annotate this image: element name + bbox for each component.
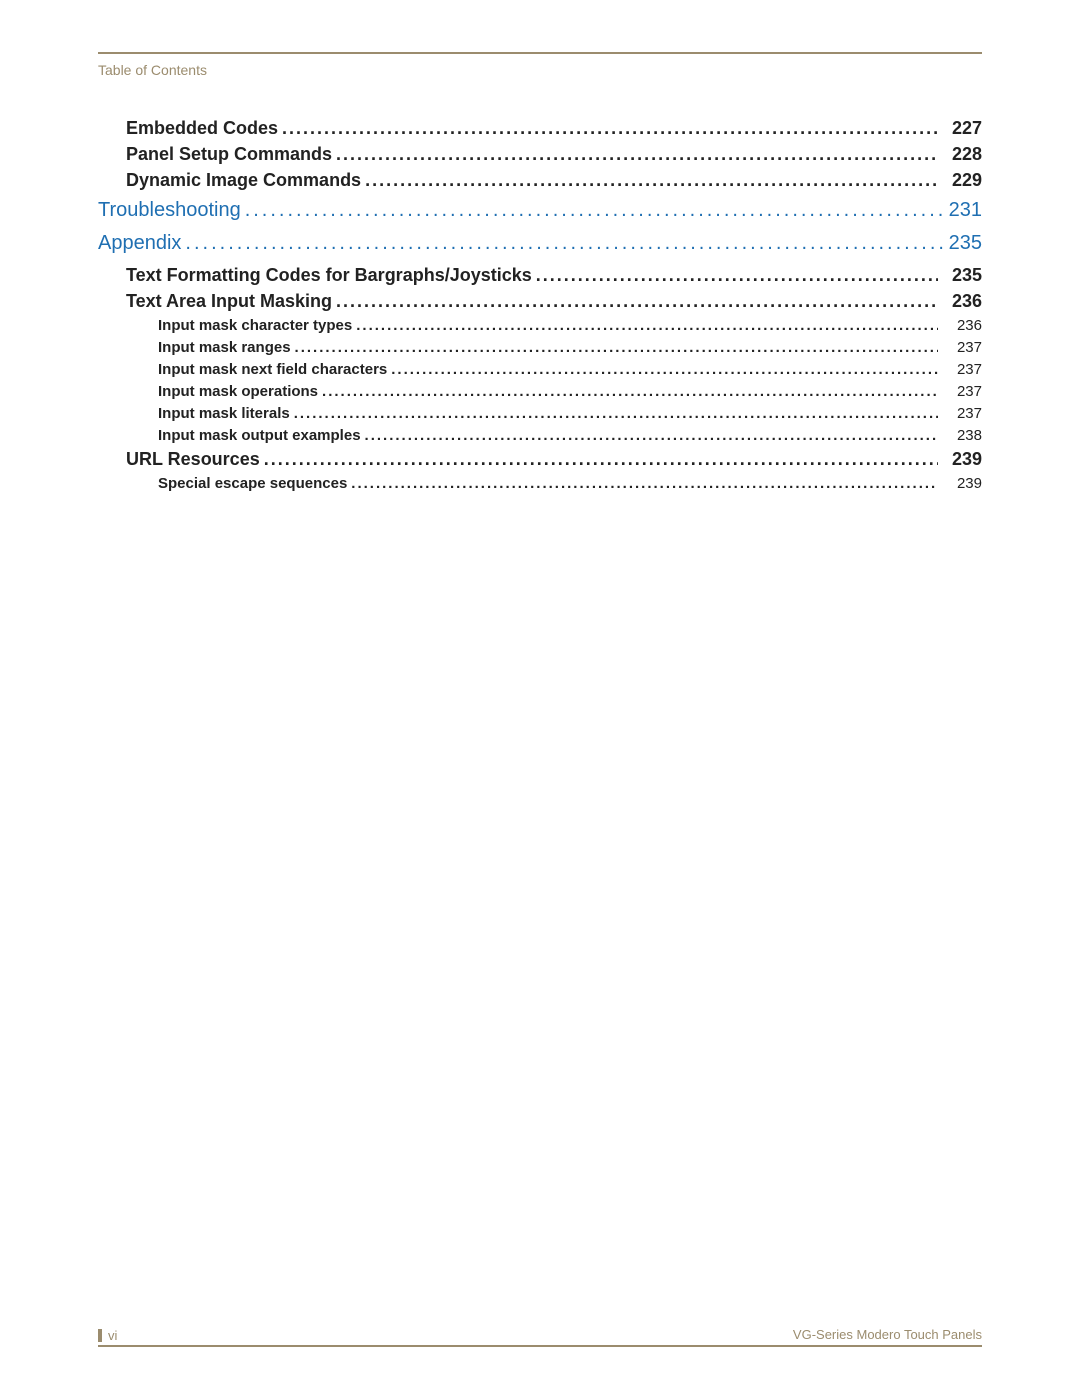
toc-leader bbox=[391, 361, 938, 378]
toc-entry[interactable]: Panel Setup Commands 228 bbox=[126, 144, 982, 165]
toc-entry[interactable]: Dynamic Image Commands 229 bbox=[126, 170, 982, 191]
toc-entry[interactable]: Input mask next field characters 237 bbox=[158, 361, 982, 378]
toc-entry[interactable]: Input mask ranges 237 bbox=[158, 339, 982, 356]
header-label: Table of Contents bbox=[98, 62, 982, 78]
toc-page: 231 bbox=[949, 199, 982, 222]
toc-title: Input mask output examples bbox=[158, 427, 361, 444]
toc-title: Embedded Codes bbox=[126, 118, 278, 139]
toc-page: 228 bbox=[942, 144, 982, 165]
toc-title: Appendix bbox=[98, 232, 181, 255]
toc-section-link[interactable]: Troubleshooting 231 bbox=[98, 199, 982, 222]
toc-entry[interactable]: Special escape sequences 239 bbox=[158, 475, 982, 492]
toc-leader bbox=[322, 383, 938, 400]
toc-leader bbox=[365, 170, 938, 191]
bottom-rule bbox=[98, 1345, 982, 1347]
toc-entry[interactable]: Text Area Input Masking 236 bbox=[126, 291, 982, 312]
footer-doc-title: VG-Series Modero Touch Panels bbox=[793, 1327, 982, 1342]
toc-page: 235 bbox=[949, 232, 982, 255]
toc-leader bbox=[336, 144, 938, 165]
toc-section-link[interactable]: Appendix 235 bbox=[98, 232, 982, 255]
toc-page: 237 bbox=[942, 361, 982, 378]
toc-entry[interactable]: Input mask operations 237 bbox=[158, 383, 982, 400]
toc-entry[interactable]: URL Resources 239 bbox=[126, 449, 982, 470]
footer-page-number: vi bbox=[98, 1329, 117, 1342]
toc-leader bbox=[245, 199, 945, 222]
toc-leader bbox=[294, 405, 938, 422]
top-rule bbox=[98, 52, 982, 54]
toc-title: Dynamic Image Commands bbox=[126, 170, 361, 191]
toc-page: 237 bbox=[942, 339, 982, 356]
toc-title: Input mask literals bbox=[158, 405, 290, 422]
toc-page: 238 bbox=[942, 427, 982, 444]
toc-page: 235 bbox=[942, 265, 982, 286]
toc-leader bbox=[295, 339, 938, 356]
toc-entry[interactable]: Input mask output examples 238 bbox=[158, 427, 982, 444]
page-container: Table of Contents Embedded Codes 227 Pan… bbox=[0, 0, 1080, 1397]
toc-entry[interactable]: Text Formatting Codes for Bargraphs/Joys… bbox=[126, 265, 982, 286]
toc-leader bbox=[351, 475, 938, 492]
toc-page: 227 bbox=[942, 118, 982, 139]
toc-title: Troubleshooting bbox=[98, 199, 241, 222]
toc-title: Input mask ranges bbox=[158, 339, 291, 356]
table-of-contents: Embedded Codes 227 Panel Setup Commands … bbox=[98, 118, 982, 492]
toc-entry[interactable]: Input mask literals 237 bbox=[158, 405, 982, 422]
toc-leader bbox=[356, 317, 938, 334]
toc-leader bbox=[336, 291, 938, 312]
toc-leader bbox=[185, 232, 944, 255]
toc-leader bbox=[536, 265, 938, 286]
toc-title: URL Resources bbox=[126, 449, 260, 470]
toc-leader bbox=[365, 427, 938, 444]
toc-title: Text Area Input Masking bbox=[126, 291, 332, 312]
toc-page: 239 bbox=[942, 449, 982, 470]
toc-entry[interactable]: Input mask character types 236 bbox=[158, 317, 982, 334]
toc-page: 229 bbox=[942, 170, 982, 191]
toc-title: Panel Setup Commands bbox=[126, 144, 332, 165]
toc-leader bbox=[264, 449, 938, 470]
toc-page: 237 bbox=[942, 405, 982, 422]
toc-title: Input mask character types bbox=[158, 317, 352, 334]
toc-title: Input mask next field characters bbox=[158, 361, 387, 378]
toc-page: 239 bbox=[942, 475, 982, 492]
toc-title: Special escape sequences bbox=[158, 475, 347, 492]
toc-leader bbox=[282, 118, 938, 139]
footer: vi VG-Series Modero Touch Panels bbox=[98, 1327, 982, 1342]
toc-title: Input mask operations bbox=[158, 383, 318, 400]
toc-entry[interactable]: Embedded Codes 227 bbox=[126, 118, 982, 139]
toc-title: Text Formatting Codes for Bargraphs/Joys… bbox=[126, 265, 532, 286]
toc-page: 236 bbox=[942, 291, 982, 312]
toc-page: 237 bbox=[942, 383, 982, 400]
toc-page: 236 bbox=[942, 317, 982, 334]
